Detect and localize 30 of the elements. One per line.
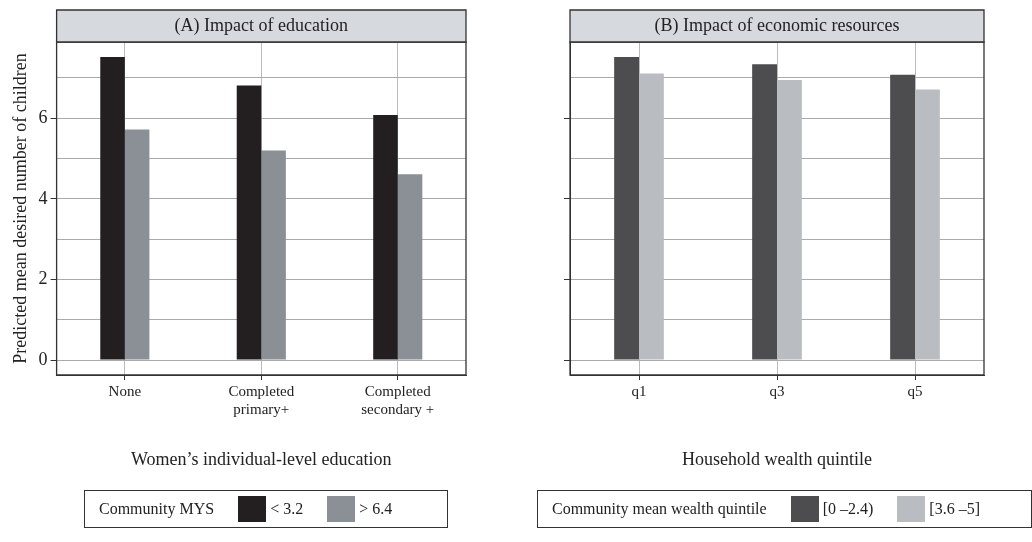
x-tick-label: q3	[769, 382, 785, 399]
bar	[752, 64, 777, 360]
x-axis-title: Women’s individual-level education	[131, 448, 392, 469]
bar	[124, 129, 150, 360]
legend-label: [0 –2.4)	[822, 500, 874, 518]
bar	[236, 85, 262, 360]
y-tick-label: 6	[38, 106, 48, 127]
bar	[261, 150, 286, 360]
bar	[397, 174, 423, 360]
x-tick-label: Completed secondary +	[361, 382, 435, 417]
legend-label: [3.6 –5]	[929, 500, 980, 518]
bar	[373, 114, 398, 360]
legend-title: Community MYS	[99, 500, 215, 518]
legend-title: Community mean wealth quintile	[552, 500, 767, 518]
x-tick-label: q1	[631, 382, 647, 399]
bar	[614, 56, 639, 360]
x-axis-title: Household wealth quintile	[682, 448, 872, 469]
bar	[890, 74, 915, 360]
chart-title: (B) Impact of economic resources	[654, 14, 900, 36]
legend-label: > 6.4	[359, 500, 393, 518]
x-tick-label: q5	[907, 382, 923, 399]
y-tick-label: 2	[38, 268, 48, 289]
x-tick-label: Completed primary+	[228, 382, 295, 417]
y-tick-label: 0	[38, 348, 48, 369]
chart-title: (A) Impact of education	[174, 14, 349, 36]
x-tick-label: None	[108, 382, 142, 399]
legend-label: < 3.2	[270, 500, 304, 518]
y-axis-title: Predicted mean desired number of children	[9, 53, 30, 364]
y-tick-label: 4	[38, 187, 48, 208]
bar	[100, 56, 125, 360]
